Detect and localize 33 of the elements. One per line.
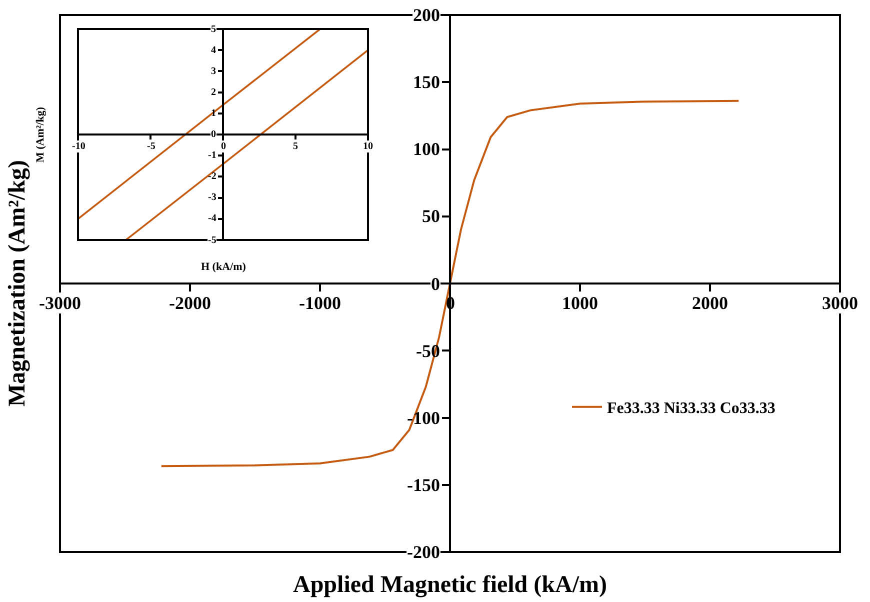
y-tick-label: 2 xyxy=(211,87,216,98)
y-tick-label: -3 xyxy=(208,192,216,203)
x-axis-title: H (kA/m) xyxy=(201,261,246,273)
y-tick-label: -1 xyxy=(208,150,216,161)
x-tick-label: 3000 xyxy=(822,293,858,313)
x-tick-label: -2000 xyxy=(169,293,211,313)
x-axis-title: Applied Magnetic field (kA/m) xyxy=(293,572,607,598)
y-tick-label: 200 xyxy=(413,5,440,25)
y-axis-title: M (Am²/kg) xyxy=(34,106,46,162)
y-tick-label: 0 xyxy=(431,274,440,294)
y-axis-title: Magnetization (Am²/kg) xyxy=(4,160,30,406)
x-tick-label: -10 xyxy=(72,141,86,152)
y-tick-label: 100 xyxy=(413,139,440,159)
x-tick-label: 5 xyxy=(293,141,298,152)
x-tick-label: -5 xyxy=(147,141,156,152)
y-tick-label: -5 xyxy=(208,235,216,246)
y-tick-label: -200 xyxy=(407,542,440,562)
y-tick-label: -4 xyxy=(208,213,216,224)
x-tick-label: -1000 xyxy=(299,293,341,313)
y-tick-label: -150 xyxy=(407,475,440,495)
y-tick-label: 150 xyxy=(413,72,440,92)
x-tick-label: -3000 xyxy=(39,293,81,313)
x-tick-label: 0 xyxy=(221,141,226,152)
x-tick-label: 10 xyxy=(363,141,373,152)
x-tick-label: 1000 xyxy=(562,293,598,313)
y-tick-label: 5 xyxy=(211,24,216,35)
y-tick-label: -2 xyxy=(208,171,216,182)
y-tick-label: 0 xyxy=(211,129,216,140)
y-tick-label: 3 xyxy=(211,66,216,77)
y-tick-label: 4 xyxy=(211,45,216,56)
legend-label: Fe33.33 Ni33.33 Co33.33 xyxy=(607,400,776,418)
y-tick-label: 50 xyxy=(422,206,440,226)
x-tick-label: 2000 xyxy=(692,293,728,313)
